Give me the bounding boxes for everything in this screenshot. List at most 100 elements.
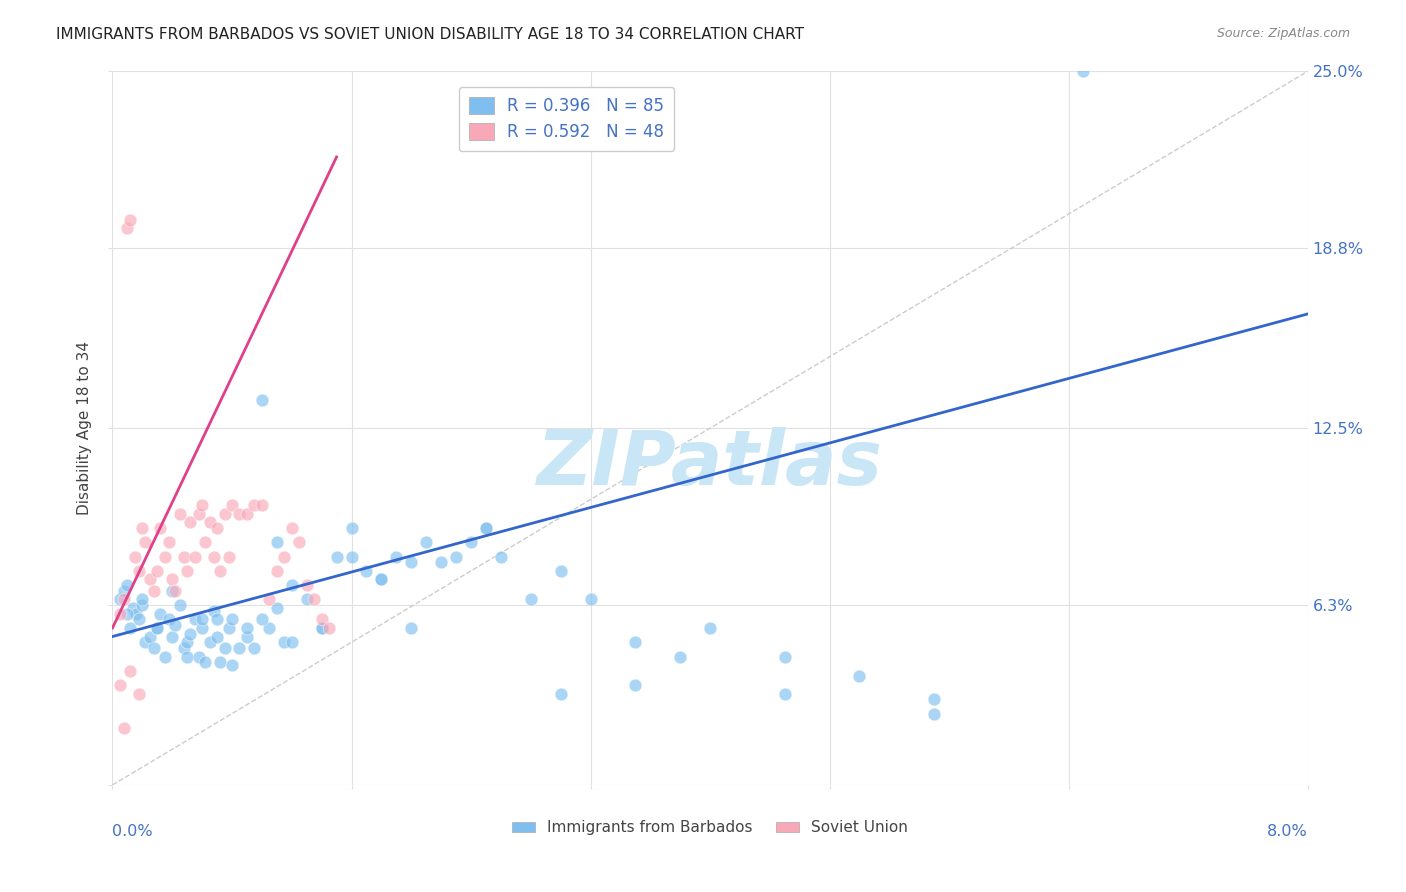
Point [325,549,347,564]
Point [489,549,512,564]
Point [228,507,250,521]
Point [221,612,243,626]
Point [209,655,232,669]
Point [176,635,198,649]
Point [340,549,363,564]
Point [221,658,243,673]
Point [218,549,240,564]
Point [214,507,236,521]
Point [266,564,288,578]
Point [370,573,392,587]
Point [430,555,453,569]
Point [108,592,131,607]
Point [250,498,273,512]
Point [624,678,647,692]
Point [281,578,304,592]
Point [169,598,191,612]
Point [120,621,142,635]
Point [179,516,201,530]
Point [520,592,543,607]
Point [773,687,796,701]
Point [149,521,172,535]
Point [266,535,288,549]
Point [318,621,340,635]
Point [401,555,423,569]
Point [460,535,482,549]
Point [124,549,146,564]
Point [624,635,647,649]
Point [146,621,169,635]
Point [221,498,243,512]
Point [108,607,131,621]
Point [281,635,304,649]
Point [120,212,142,227]
Point [311,621,333,635]
Point [266,601,288,615]
Point [922,706,945,721]
Point [162,583,183,598]
Point [117,607,139,621]
Point [273,635,295,649]
Legend: Immigrants from Barbados, Soviet Union: Immigrants from Barbados, Soviet Union [506,814,914,841]
Point [273,549,295,564]
Point [134,535,156,549]
Point [108,678,131,692]
Point [205,630,228,644]
Point [128,612,150,626]
Point [128,564,150,578]
Point [295,578,318,592]
Text: Source: ZipAtlas.com: Source: ZipAtlas.com [1216,27,1350,40]
Point [243,640,266,655]
Point [699,621,721,635]
Point [385,549,408,564]
Point [281,521,304,535]
Point [153,549,176,564]
Point [134,635,156,649]
Point [176,564,198,578]
Point [157,535,180,549]
Point [194,655,217,669]
Point [191,621,214,635]
Point [579,592,602,607]
Y-axis label: Disability Age 18 to 34: Disability Age 18 to 34 [77,341,93,516]
Point [114,592,135,607]
Point [401,621,423,635]
Point [128,687,150,701]
Point [259,621,281,635]
Point [669,649,692,664]
Point [165,618,187,632]
Text: IMMIGRANTS FROM BARBADOS VS SOVIET UNION DISABILITY AGE 18 TO 34 CORRELATION CHA: IMMIGRANTS FROM BARBADOS VS SOVIET UNION… [56,27,804,42]
Point [162,630,183,644]
Point [475,521,498,535]
Text: ZIPatlas: ZIPatlas [537,427,883,500]
Point [209,564,232,578]
Point [114,583,135,598]
Point [214,640,236,655]
Point [295,592,318,607]
Point [288,535,311,549]
Point [114,721,135,735]
Point [773,649,796,664]
Point [311,612,333,626]
Point [250,392,273,407]
Point [198,635,221,649]
Point [415,535,437,549]
Point [444,549,467,564]
Point [117,221,139,235]
Point [191,612,214,626]
Point [243,498,266,512]
Point [146,621,169,635]
Point [176,649,198,664]
Point [188,649,211,664]
Point [259,592,281,607]
Point [1073,64,1095,78]
Point [117,578,139,592]
Point [194,535,217,549]
Point [162,573,183,587]
Point [125,607,148,621]
Point [157,612,180,626]
Point [143,640,166,655]
Point [173,640,195,655]
Point [550,564,572,578]
Point [922,692,945,706]
